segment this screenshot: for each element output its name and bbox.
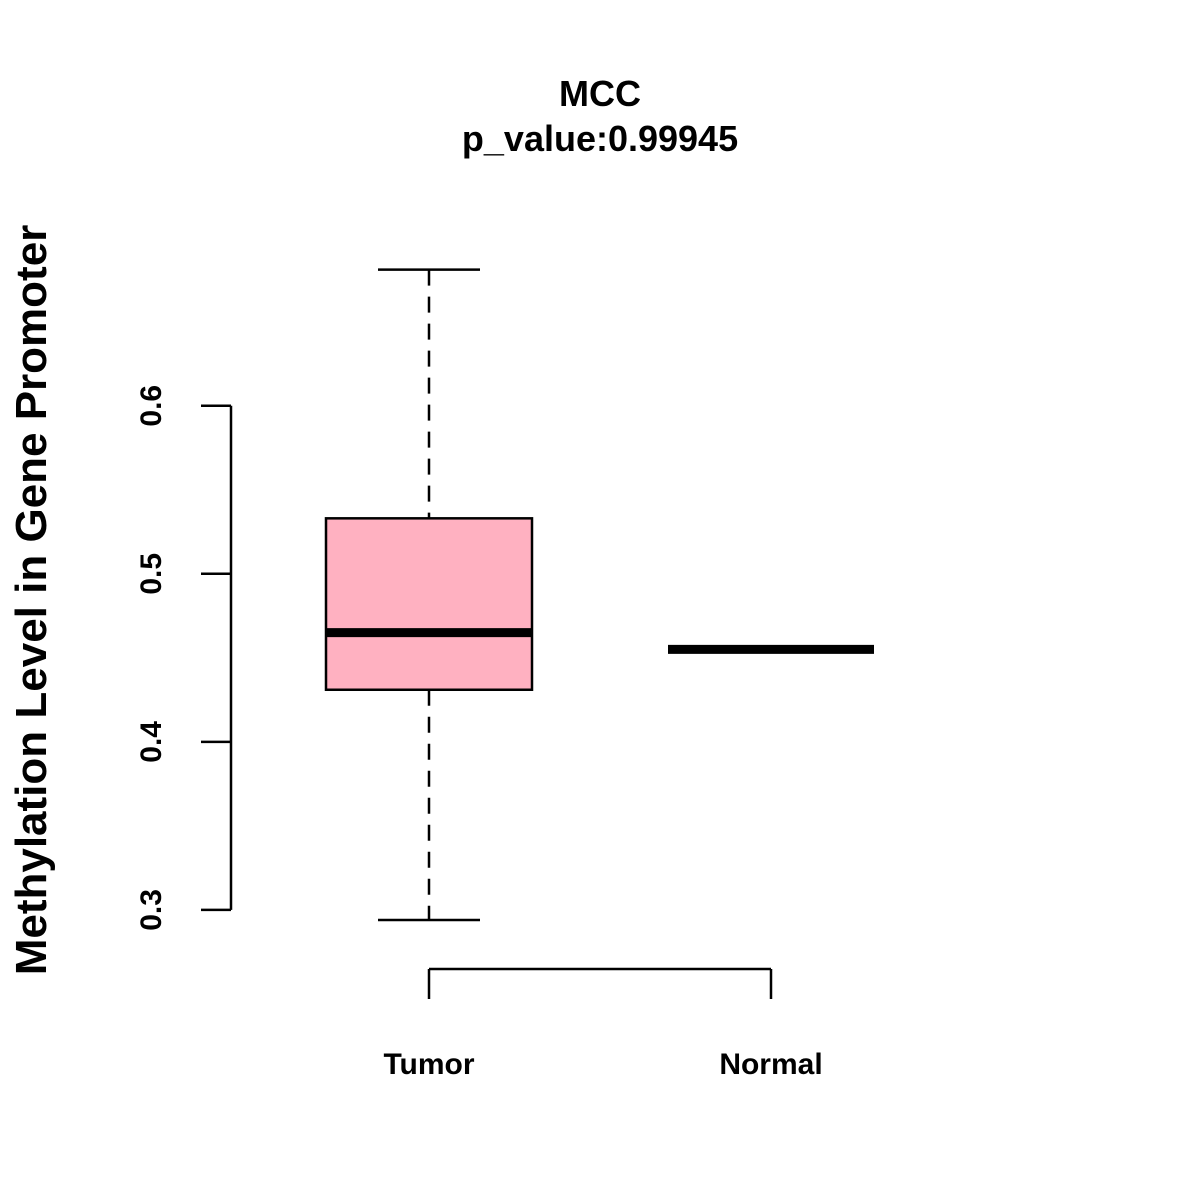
x-axis: Tumor Normal [383,967,823,1081]
y-axis-label: Methylation Level in Gene Promoter [7,225,56,976]
box-tumor [324,268,534,922]
x-tick-label: Normal [719,1048,822,1081]
chart-title: MCC [559,73,641,114]
box-rect [324,517,534,692]
x-tick-label: Tumor [383,1048,474,1081]
y-tick-label: 0.6 [135,385,168,427]
y-tick-label: 0.5 [135,553,168,595]
y-tick-label: 0.3 [135,889,168,931]
boxes [324,268,874,922]
chart-subtitle: p_value:0.99945 [462,118,738,159]
y-tick-label: 0.4 [135,721,168,763]
y-axis: 0.3 0.4 0.5 0.6 [135,385,233,931]
